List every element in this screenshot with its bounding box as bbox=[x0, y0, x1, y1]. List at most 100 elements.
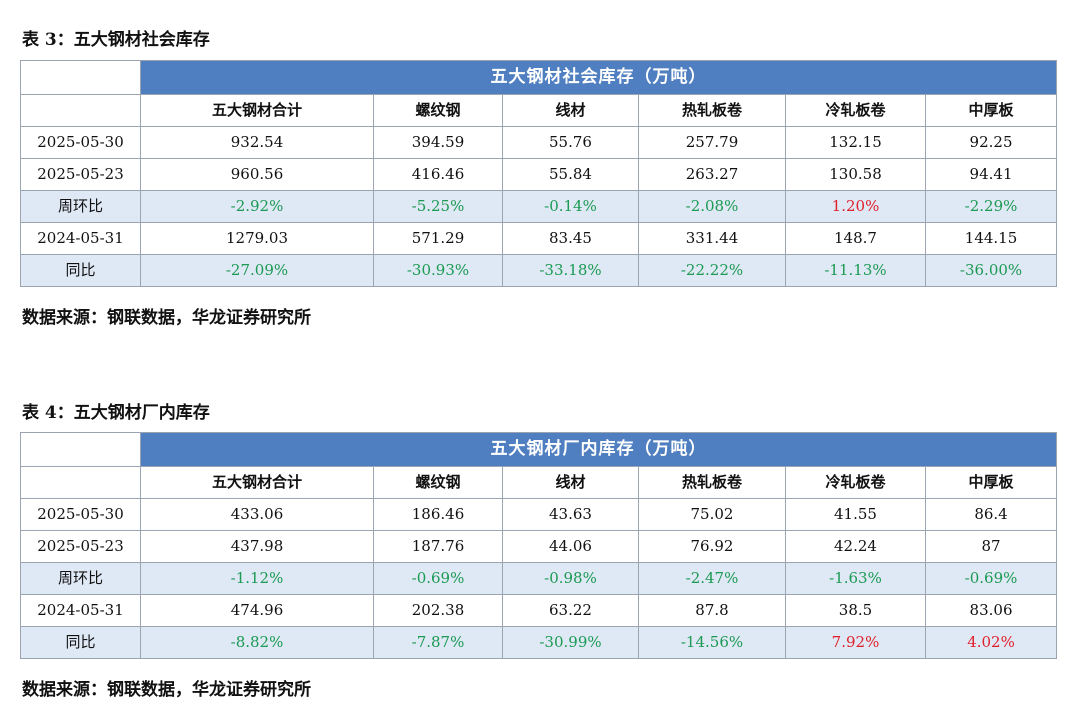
table-cell: -2.92% bbox=[140, 190, 374, 223]
table-cell: -2.08% bbox=[638, 190, 786, 223]
table-cell: 202.38 bbox=[373, 594, 503, 627]
table-cell: 87 bbox=[924, 530, 1058, 563]
blank-header-cell bbox=[20, 466, 141, 499]
table-banner: 五大钢材社会库存（万吨） bbox=[139, 60, 1058, 95]
table-cell: 960.56 bbox=[140, 158, 374, 191]
blank-corner-cell bbox=[20, 60, 141, 95]
row-label: 周环比 bbox=[20, 562, 141, 595]
table-cell: -36.00% bbox=[924, 254, 1058, 287]
table-cell: 416.46 bbox=[373, 158, 503, 191]
table-cell: 4.02% bbox=[924, 626, 1058, 659]
table-cell: 55.76 bbox=[502, 126, 639, 159]
table-cell: 331.44 bbox=[638, 222, 786, 255]
table-cell: 86.4 bbox=[924, 498, 1058, 531]
table-cell: 144.15 bbox=[924, 222, 1058, 255]
table-cell: 257.79 bbox=[638, 126, 786, 159]
blank-header-cell bbox=[20, 94, 141, 127]
table-cell: -2.47% bbox=[638, 562, 786, 595]
table-cell: 76.92 bbox=[638, 530, 786, 563]
table-body: 2025-05-30 433.06 186.46 43.63 75.02 41.55 86.… bbox=[20, 498, 1058, 659]
table-cell: -30.99% bbox=[502, 626, 639, 659]
table-cell: 394.59 bbox=[373, 126, 503, 159]
table-cell: 130.58 bbox=[785, 158, 926, 191]
table-cell: -0.14% bbox=[502, 190, 639, 223]
plant-inventory-table: 五大钢材厂内库存（万吨） 五大钢材合计 螺纹钢 线材 热轧板卷 冷轧板卷 中厚板… bbox=[20, 432, 1058, 659]
row-label: 2025-05-30 bbox=[20, 498, 141, 531]
table-cell: 83.06 bbox=[924, 594, 1058, 627]
table-cell: 44.06 bbox=[502, 530, 639, 563]
table-cell: 186.46 bbox=[373, 498, 503, 531]
column-header-row: 五大钢材合计 螺纹钢 线材 热轧板卷 冷轧板卷 中厚板 bbox=[20, 94, 1058, 127]
table-cell: 437.98 bbox=[140, 530, 374, 563]
table-cell: 1.20% bbox=[785, 190, 926, 223]
table-cell: 42.24 bbox=[785, 530, 926, 563]
column-header: 螺纹钢 bbox=[373, 466, 503, 499]
table-cell: -22.22% bbox=[638, 254, 786, 287]
table-cell: 94.41 bbox=[924, 158, 1058, 191]
table-body: 2025-05-30 932.54 394.59 55.76 257.79 132.15 9… bbox=[20, 126, 1058, 287]
table-cell: 132.15 bbox=[785, 126, 926, 159]
row-label: 2024-05-31 bbox=[20, 222, 141, 255]
table-cell: 38.5 bbox=[785, 594, 926, 627]
column-header: 中厚板 bbox=[924, 94, 1058, 127]
table-cell: 263.27 bbox=[638, 158, 786, 191]
column-header-row: 五大钢材合计 螺纹钢 线材 热轧板卷 冷轧板卷 中厚板 bbox=[20, 466, 1058, 499]
table-row: 2025-05-30 433.06 186.46 43.63 75.02 41.55 86.… bbox=[20, 498, 1058, 531]
table-cell: 571.29 bbox=[373, 222, 503, 255]
table-cell: 1279.03 bbox=[140, 222, 374, 255]
table-cell: -27.09% bbox=[140, 254, 374, 287]
table-cell: -7.87% bbox=[373, 626, 503, 659]
table-cell: -8.82% bbox=[140, 626, 374, 659]
row-label: 2025-05-23 bbox=[20, 530, 141, 563]
column-header: 五大钢材合计 bbox=[140, 94, 374, 127]
column-header: 线材 bbox=[502, 94, 639, 127]
row-label: 2025-05-23 bbox=[20, 158, 141, 191]
table-cell: 63.22 bbox=[502, 594, 639, 627]
column-header: 冷轧板卷 bbox=[785, 94, 926, 127]
table-cell: -1.63% bbox=[785, 562, 926, 595]
row-label: 同比 bbox=[20, 626, 141, 659]
table-cell: -2.29% bbox=[924, 190, 1058, 223]
ratio-row: 同比 -27.09% -30.93% -33.18% -22.22% -11.13% -36… bbox=[20, 254, 1058, 287]
table-cell: 932.54 bbox=[140, 126, 374, 159]
table-cell: 43.63 bbox=[502, 498, 639, 531]
table-cell: 7.92% bbox=[785, 626, 926, 659]
table-cell: 87.8 bbox=[638, 594, 786, 627]
table-cell: 75.02 bbox=[638, 498, 786, 531]
table-cell: 92.25 bbox=[924, 126, 1058, 159]
table-cell: -0.69% bbox=[373, 562, 503, 595]
table-row: 2025-05-23 960.56 416.46 55.84 263.27 130.58 9… bbox=[20, 158, 1058, 191]
column-header: 中厚板 bbox=[924, 466, 1058, 499]
table-banner-row: 五大钢材厂内库存（万吨） bbox=[20, 432, 1058, 467]
table-cell: -1.12% bbox=[140, 562, 374, 595]
column-header: 线材 bbox=[502, 466, 639, 499]
social-inventory-table: 五大钢材社会库存（万吨） 五大钢材合计 螺纹钢 线材 热轧板卷 冷轧板卷 中厚板… bbox=[20, 60, 1058, 287]
row-label: 2025-05-30 bbox=[20, 126, 141, 159]
ratio-row: 周环比 -2.92% -5.25% -0.14% -2.08% 1.20% -2.29% bbox=[20, 190, 1058, 223]
row-label: 同比 bbox=[20, 254, 141, 287]
table-row: 2025-05-23 437.98 187.76 44.06 76.92 42.24 87 bbox=[20, 530, 1058, 563]
row-label: 2024-05-31 bbox=[20, 594, 141, 627]
table-cell: 55.84 bbox=[502, 158, 639, 191]
column-header: 冷轧板卷 bbox=[785, 466, 926, 499]
table-cell: -11.13% bbox=[785, 254, 926, 287]
table-banner: 五大钢材厂内库存（万吨） bbox=[139, 432, 1058, 467]
column-header: 热轧板卷 bbox=[638, 466, 786, 499]
blank-corner-cell bbox=[20, 432, 141, 467]
table-cell: -14.56% bbox=[638, 626, 786, 659]
table-cell: 41.55 bbox=[785, 498, 926, 531]
ratio-row: 同比 -8.82% -7.87% -30.99% -14.56% 7.92% 4.02% bbox=[20, 626, 1058, 659]
column-header: 螺纹钢 bbox=[373, 94, 503, 127]
column-header: 热轧板卷 bbox=[638, 94, 786, 127]
row-label: 周环比 bbox=[20, 190, 141, 223]
table-cell: -0.69% bbox=[924, 562, 1058, 595]
table-3-caption: 表 3：五大钢材社会库存 bbox=[22, 30, 210, 50]
table-cell: 187.76 bbox=[373, 530, 503, 563]
table-cell: -30.93% bbox=[373, 254, 503, 287]
column-header: 五大钢材合计 bbox=[140, 466, 374, 499]
table-3-source: 数据来源：钢联数据，华龙证券研究所 bbox=[22, 308, 311, 328]
table-row: 2024-05-31 474.96 202.38 63.22 87.8 38.5 83.06 bbox=[20, 594, 1058, 627]
table-row: 2025-05-30 932.54 394.59 55.76 257.79 132.15 9… bbox=[20, 126, 1058, 159]
table-cell: 148.7 bbox=[785, 222, 926, 255]
table-cell: 474.96 bbox=[140, 594, 374, 627]
